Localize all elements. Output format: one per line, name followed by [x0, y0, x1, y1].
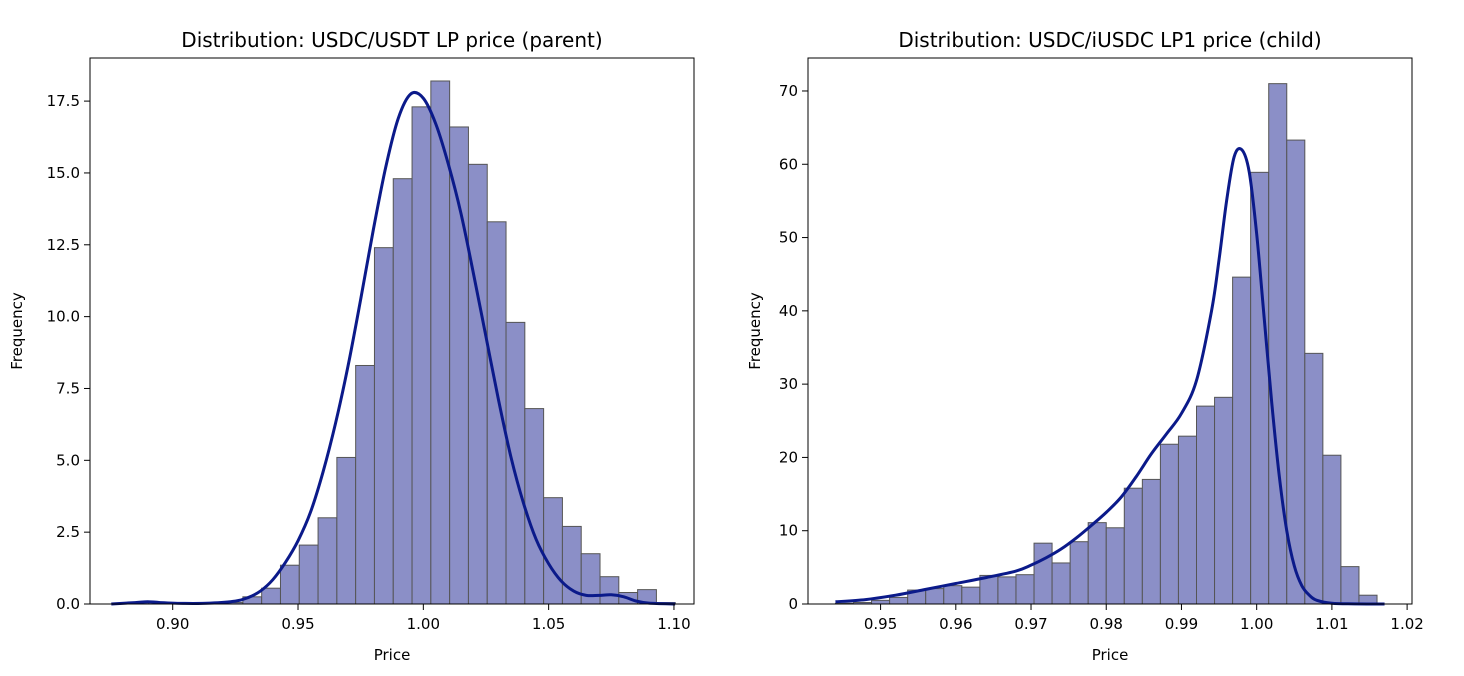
- histogram-bar: [298, 544, 319, 605]
- y-tick-label: 0: [788, 595, 798, 613]
- histogram-bar: [1177, 435, 1198, 605]
- histogram-bar: [411, 106, 432, 605]
- histogram-bar: [997, 576, 1017, 605]
- histogram-bar: [1123, 487, 1143, 605]
- x-tick-label: 0.99: [1165, 615, 1198, 633]
- histogram-bar: [1322, 454, 1342, 605]
- x-axis-ticks: 0.95 0.96 0.97 0.98 0.99 1.00 1.01 1.02: [864, 604, 1424, 633]
- histogram-bar: [1033, 542, 1053, 605]
- y-tick-label: 5.0: [56, 451, 80, 469]
- histogram-bar: [1015, 574, 1035, 605]
- plot-frame: [89, 57, 695, 605]
- histogram-bar: [871, 599, 891, 605]
- y-tick-label: 70: [779, 82, 798, 100]
- histogram-bar: [1232, 276, 1252, 605]
- x-axis-label: Price: [1092, 646, 1129, 664]
- histogram-bar: [373, 247, 394, 605]
- x-tick-label: 1.05: [532, 615, 565, 633]
- histogram-bar: [961, 586, 981, 605]
- histogram-bar: [943, 585, 963, 605]
- histogram-bar: [889, 596, 909, 605]
- histogram-bar: [524, 408, 545, 605]
- histogram-bar: [449, 126, 469, 605]
- x-tick-label: 1.00: [407, 615, 440, 633]
- y-tick-label: 10.0: [47, 308, 80, 326]
- histogram-bar: [261, 587, 281, 605]
- y-tick-label: 60: [779, 155, 798, 173]
- histogram-bar: [1268, 83, 1288, 605]
- x-tick-label: 0.96: [939, 615, 972, 633]
- y-tick-label: 17.5: [47, 92, 80, 110]
- histogram-bars: [834, 83, 1378, 605]
- histogram-bar: [505, 321, 526, 605]
- kde-curve: [835, 147, 1385, 606]
- y-tick-label: 15.0: [47, 164, 80, 182]
- y-tick-label: 7.5: [56, 379, 80, 397]
- chart-title: Distribution: USDC/USDT LP price (parent…: [181, 28, 602, 52]
- y-axis-label: Frequency: [746, 292, 764, 370]
- kde-curve: [111, 90, 676, 606]
- x-tick-label: 1.02: [1390, 615, 1423, 633]
- histogram-bar: [1105, 527, 1125, 605]
- histogram-bar: [1196, 405, 1216, 605]
- y-tick-label: 10: [779, 522, 798, 540]
- chart-child: Distribution: USDC/iUSDC LP1 price (chil…: [746, 28, 1424, 664]
- histogram-bar: [543, 497, 563, 605]
- x-tick-label: 0.95: [281, 615, 314, 633]
- y-axis-ticks: 0 10 20 30 40 50 60 70: [779, 82, 808, 613]
- y-axis-ticks: 0.0 2.5 5.0 7.5 10.0 12.5 15.0 17.5: [47, 92, 90, 613]
- y-axis-label: Frequency: [8, 292, 26, 370]
- histogram-bar: [925, 588, 945, 605]
- y-tick-label: 30: [779, 375, 798, 393]
- x-tick-label: 0.95: [864, 615, 897, 633]
- x-tick-label: 0.97: [1014, 615, 1047, 633]
- histogram-bar: [1141, 478, 1161, 605]
- chart-title: Distribution: USDC/iUSDC LP1 price (chil…: [898, 28, 1321, 52]
- histogram-bar: [599, 576, 620, 605]
- histogram-bars: [129, 80, 676, 605]
- histogram-bar: [1286, 139, 1306, 605]
- histogram-bar: [279, 564, 300, 605]
- histogram-bar: [1051, 562, 1071, 605]
- x-tick-label: 0.98: [1090, 615, 1123, 633]
- chart-parent: Distribution: USDC/USDT LP price (parent…: [8, 28, 695, 664]
- x-tick-label: 0.90: [156, 615, 189, 633]
- histogram-bar: [1304, 352, 1324, 605]
- histogram-bar: [486, 221, 507, 605]
- histogram-bar: [392, 178, 413, 605]
- histogram-bar: [1159, 443, 1179, 605]
- histogram-bar: [1069, 541, 1089, 605]
- y-tick-label: 12.5: [47, 236, 80, 254]
- x-tick-label: 1.00: [1240, 615, 1273, 633]
- histogram-bar: [1214, 396, 1234, 605]
- histogram-bar: [1087, 522, 1107, 605]
- histogram-bar: [336, 456, 357, 605]
- y-tick-label: 50: [779, 229, 798, 247]
- y-tick-label: 0.0: [56, 595, 80, 613]
- histogram-bar: [1340, 566, 1360, 605]
- x-axis-label: Price: [374, 646, 411, 664]
- x-axis-ticks: 0.90 0.95 1.00 1.05 1.10: [156, 604, 691, 633]
- y-tick-label: 2.5: [56, 523, 80, 541]
- x-tick-label: 1.01: [1315, 615, 1348, 633]
- plot-frame: [807, 57, 1413, 605]
- x-tick-label: 1.10: [657, 615, 690, 633]
- histogram-bar: [467, 163, 488, 605]
- histogram-bar: [355, 364, 375, 605]
- y-tick-label: 20: [779, 448, 798, 466]
- histogram-bar: [317, 517, 338, 605]
- histogram-bar: [1250, 171, 1270, 605]
- y-tick-label: 40: [779, 302, 798, 320]
